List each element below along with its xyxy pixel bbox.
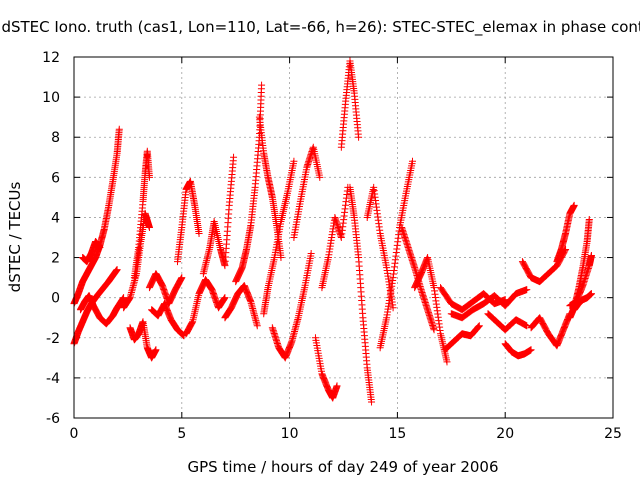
data-point bbox=[443, 358, 451, 366]
data-point bbox=[258, 81, 266, 89]
data-point bbox=[113, 266, 121, 274]
x-tick-label: 25 bbox=[604, 426, 622, 442]
series-30 bbox=[501, 340, 535, 360]
series-26 bbox=[441, 322, 483, 354]
data-point bbox=[475, 322, 483, 330]
series-9 bbox=[173, 177, 203, 266]
series-22 bbox=[363, 183, 397, 312]
y-axis-label: dSTEC / TECUs bbox=[6, 181, 24, 292]
x-tick-label: 20 bbox=[496, 426, 514, 442]
data-point bbox=[523, 322, 531, 330]
data-point bbox=[587, 252, 595, 260]
data-point bbox=[120, 294, 128, 302]
series-15 bbox=[260, 157, 298, 318]
data-point bbox=[221, 294, 229, 302]
series-19 bbox=[318, 183, 352, 292]
y-tick-label: 10 bbox=[42, 90, 60, 106]
series-28 bbox=[447, 286, 531, 322]
series-13 bbox=[232, 81, 266, 286]
data-point bbox=[290, 157, 298, 165]
y-tick-label: 4 bbox=[51, 210, 60, 226]
data-point bbox=[178, 274, 186, 282]
data-point bbox=[230, 153, 238, 161]
series-3 bbox=[79, 238, 104, 266]
data-points bbox=[70, 57, 595, 406]
data-point bbox=[316, 173, 324, 181]
data-point bbox=[475, 322, 483, 330]
y-tick-label: 2 bbox=[51, 251, 60, 267]
series-32 bbox=[527, 310, 574, 350]
series-33 bbox=[553, 201, 578, 266]
x-tick-label: 10 bbox=[281, 426, 299, 442]
y-tick-label: 6 bbox=[51, 170, 60, 186]
y-tick-label: -6 bbox=[46, 411, 60, 427]
series-8 bbox=[148, 300, 188, 340]
series-18 bbox=[311, 334, 341, 402]
y-tick-label: -4 bbox=[46, 371, 60, 387]
data-point bbox=[253, 322, 261, 330]
data-point bbox=[145, 223, 153, 231]
data-point bbox=[115, 125, 123, 133]
data-point bbox=[96, 244, 104, 252]
series-36 bbox=[566, 252, 595, 310]
x-tick-label: 0 bbox=[70, 426, 79, 442]
chart-title: dSTEC Iono. truth (cas1, Lon=110, Lat=-6… bbox=[1, 18, 640, 37]
data-point bbox=[570, 201, 578, 209]
series-10 bbox=[182, 276, 229, 338]
series-16 bbox=[268, 250, 315, 362]
data-point bbox=[333, 382, 341, 390]
series-14 bbox=[255, 113, 285, 262]
data-point bbox=[368, 398, 376, 406]
data-point bbox=[408, 157, 416, 165]
series-20 bbox=[337, 57, 363, 151]
y-tick-label: -2 bbox=[46, 331, 60, 347]
data-point bbox=[585, 215, 593, 223]
data-point bbox=[430, 326, 438, 334]
series-11 bbox=[199, 153, 238, 278]
series-29 bbox=[484, 310, 531, 334]
series-12 bbox=[221, 282, 261, 330]
series-17 bbox=[290, 143, 324, 241]
data-point bbox=[474, 323, 482, 331]
x-axis-label: GPS time / hours of day 249 of year 2006 bbox=[188, 458, 499, 476]
series-2 bbox=[76, 292, 128, 328]
y-tick-label: 0 bbox=[51, 291, 60, 307]
data-point bbox=[523, 286, 531, 294]
data-point bbox=[145, 173, 153, 181]
data-point bbox=[277, 254, 285, 262]
series-21 bbox=[346, 183, 376, 406]
data-point bbox=[307, 250, 315, 258]
series-6 bbox=[126, 318, 160, 362]
data-point bbox=[195, 229, 203, 237]
y-tick-label: 8 bbox=[51, 130, 60, 146]
y-tick-label: 12 bbox=[42, 50, 60, 66]
series-23 bbox=[376, 157, 416, 352]
plot-frame bbox=[73, 56, 614, 419]
series-5 bbox=[130, 147, 153, 282]
series-7 bbox=[145, 270, 186, 308]
axis-tick-labels: 0 5 10 15 20 25 -6 -4 -2 0 2 4 6 8 10 12 bbox=[42, 50, 622, 442]
x-tick-label: 5 bbox=[177, 426, 186, 442]
data-point bbox=[389, 304, 397, 312]
data-point bbox=[527, 346, 535, 354]
x-tick-label: 15 bbox=[388, 426, 406, 442]
data-point bbox=[152, 346, 160, 354]
series-0 bbox=[70, 125, 123, 308]
data-point bbox=[355, 133, 363, 141]
data-point bbox=[587, 290, 595, 298]
